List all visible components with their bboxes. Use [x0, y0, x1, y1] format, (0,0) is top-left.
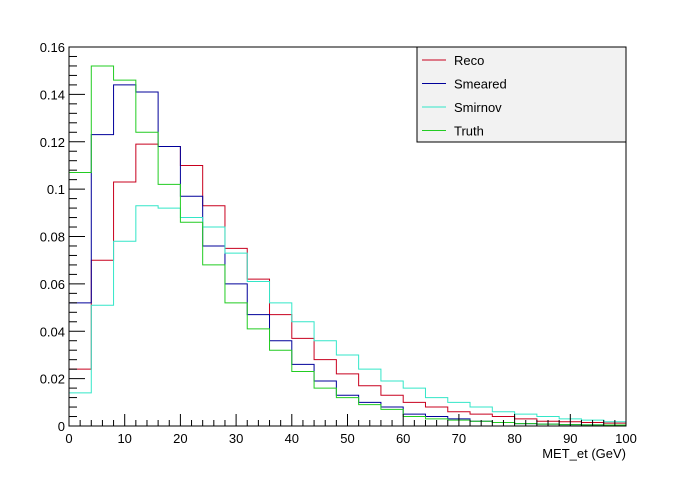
legend-label-truth: Truth — [454, 124, 484, 139]
x-tick-label: 50 — [340, 431, 354, 446]
y-tick-label: 0.06 — [40, 277, 65, 292]
legend-box — [416, 46, 627, 143]
x-tick-label: 30 — [229, 431, 243, 446]
x-tick-label: 100 — [615, 431, 637, 446]
y-tick-label: 0.08 — [40, 230, 65, 245]
y-tick-label: 0.1 — [47, 182, 65, 197]
x-tick-label: 20 — [173, 431, 187, 446]
x-tick-label: 40 — [285, 431, 299, 446]
legend-label-reco: Reco — [454, 53, 484, 68]
y-tick-label: 0.16 — [40, 40, 65, 55]
x-tick-label: 80 — [507, 431, 521, 446]
y-tick-label: 0 — [58, 419, 65, 434]
legend: Reco Smeared Smirnov Truth — [416, 46, 627, 143]
x-axis-label: MET_et (GeV) — [542, 446, 626, 461]
series-line-truth — [69, 65, 626, 426]
x-tick-label: 70 — [452, 431, 466, 446]
x-tick-label: 60 — [396, 431, 410, 446]
series-layer — [69, 65, 626, 426]
y-tick-label: 0.12 — [40, 135, 65, 150]
y-tick-label: 0.14 — [40, 87, 65, 102]
series-line-smirnov — [69, 205, 626, 423]
y-tick-label: 0.02 — [40, 372, 65, 387]
x-tick-label: 10 — [117, 431, 131, 446]
legend-label-smirnov: Smirnov — [454, 100, 502, 115]
axes-layer: 0 10 20 30 40 50 60 70 80 90 100 0 0.02 0.04 0.06 0.08 0… — [40, 40, 637, 446]
x-tick-label: 0 — [65, 431, 72, 446]
x-tick-label: 90 — [563, 431, 577, 446]
y-tick-label: 0.04 — [40, 324, 65, 339]
legend-label-smeared: Smeared — [454, 77, 507, 92]
